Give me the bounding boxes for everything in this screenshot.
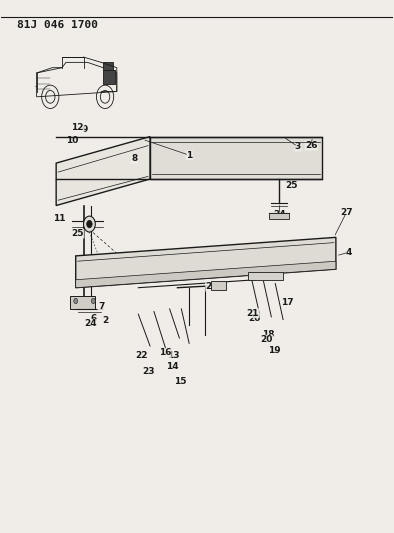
Text: 16: 16: [159, 349, 171, 358]
Text: 3: 3: [295, 142, 301, 151]
Polygon shape: [70, 296, 95, 309]
Text: 17: 17: [281, 298, 294, 307]
Text: 20: 20: [249, 314, 261, 323]
Circle shape: [74, 298, 78, 304]
Bar: [103, 70, 115, 84]
Text: 81J 046 1700: 81J 046 1700: [17, 20, 98, 30]
Text: 11: 11: [53, 214, 65, 223]
Text: 15: 15: [174, 377, 187, 386]
Text: 24: 24: [84, 319, 97, 328]
Text: 10: 10: [66, 136, 78, 146]
Text: 25: 25: [285, 181, 298, 190]
Polygon shape: [150, 136, 322, 179]
Text: 20: 20: [206, 282, 218, 291]
Text: 27: 27: [340, 208, 353, 217]
Polygon shape: [56, 136, 150, 206]
Text: 21: 21: [247, 309, 259, 318]
Text: 22: 22: [135, 351, 148, 360]
Text: 14: 14: [166, 362, 179, 370]
Text: 19: 19: [268, 346, 281, 355]
Text: 4: 4: [346, 248, 352, 257]
Bar: [211, 281, 226, 290]
Text: 25: 25: [71, 229, 84, 238]
Text: 7: 7: [98, 302, 104, 311]
Text: 26: 26: [305, 141, 318, 150]
Circle shape: [87, 220, 92, 228]
Text: 1: 1: [186, 151, 192, 160]
Bar: [248, 272, 283, 280]
Text: 9: 9: [82, 125, 88, 134]
Bar: [103, 62, 113, 70]
Text: 5: 5: [264, 268, 270, 277]
Polygon shape: [76, 261, 336, 288]
Circle shape: [91, 298, 95, 304]
Text: 2: 2: [102, 316, 108, 325]
Text: 8: 8: [131, 155, 138, 164]
Text: 23: 23: [142, 367, 154, 376]
Text: 20: 20: [260, 335, 273, 344]
Text: 6: 6: [90, 314, 97, 324]
Bar: [269, 214, 289, 219]
Text: 24: 24: [273, 210, 286, 219]
Text: 13: 13: [167, 351, 180, 360]
Polygon shape: [76, 237, 336, 288]
Text: 12: 12: [71, 123, 84, 132]
Circle shape: [84, 216, 95, 232]
Text: 18: 18: [262, 330, 275, 339]
